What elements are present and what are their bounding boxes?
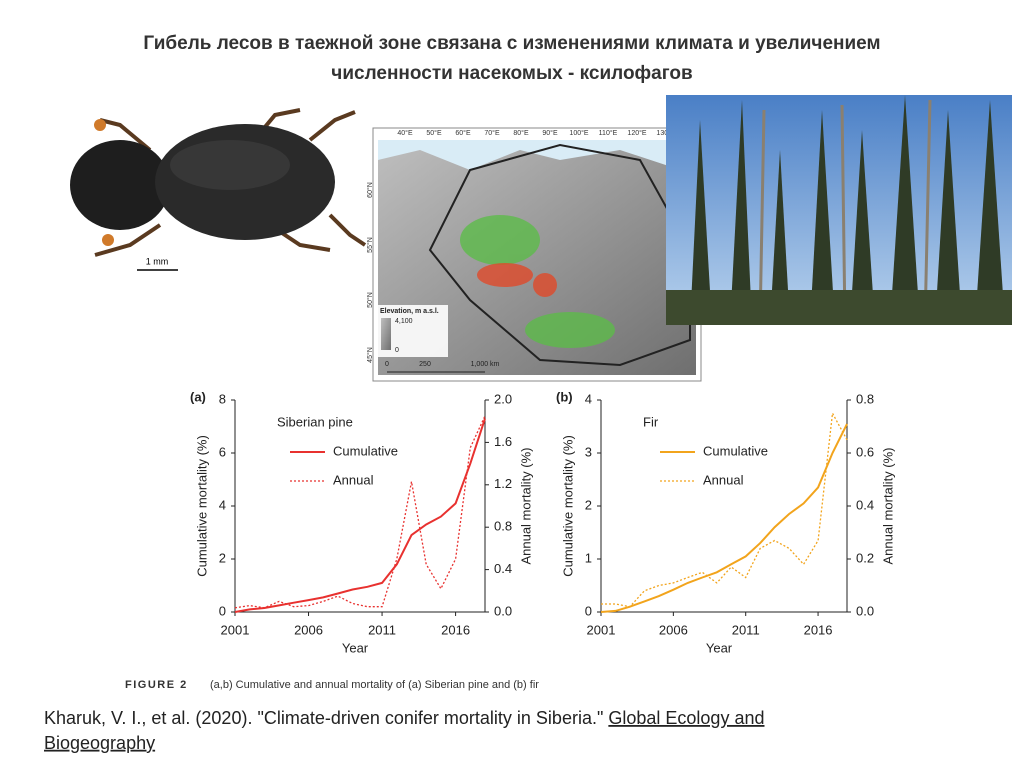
map-longitude: 100°E — [569, 129, 588, 137]
map-scale-label: 0 — [385, 361, 389, 368]
map-latitude: 60°N — [366, 182, 374, 198]
series-line — [601, 411, 848, 608]
map-image — [372, 127, 702, 382]
series-line — [600, 423, 848, 613]
y-tick-label: 8 — [219, 391, 226, 406]
y-tick-label: 3 — [585, 444, 592, 459]
citation: Kharuk, V. I., et al. (2020). "Climate-d… — [44, 708, 764, 728]
map-scale-label: 250 — [419, 361, 431, 368]
legend-label: Annual — [703, 472, 744, 487]
x-tick-label: 2011 — [732, 622, 760, 637]
panel-label: (a) — [190, 389, 206, 404]
y-tick-label: 4 — [219, 497, 226, 512]
legend-label: Cumulative — [703, 443, 768, 458]
beetle-image: 1 mm — [70, 108, 367, 271]
x-tick-label: 2016 — [441, 622, 470, 637]
y2-tick-label: 0.6 — [856, 444, 874, 459]
x-axis-label: Year — [342, 640, 369, 655]
map-longitude: 50°E — [426, 129, 442, 137]
citation-link[interactable]: Global Ecology and — [608, 708, 764, 728]
caption-label: FIGURE 2 — [125, 679, 188, 691]
x-tick-label: 2001 — [221, 622, 250, 637]
y2-tick-label: 0.8 — [494, 519, 512, 534]
y2-tick-label: 1.2 — [494, 476, 512, 491]
series-line — [234, 418, 486, 613]
map-longitude: 80°E — [513, 129, 529, 137]
map-legend-max: 4,100 — [395, 318, 413, 325]
map-legend-title: Elevation, m a.s.l. — [380, 308, 439, 315]
y2-tick-label: 0.2 — [856, 550, 874, 565]
x-tick-label: 2006 — [294, 622, 323, 637]
panel-label: (b) — [556, 389, 573, 404]
x-axis-label: Year — [706, 640, 733, 655]
y-tick-label: 0 — [585, 603, 592, 618]
y2-tick-label: 0.8 — [856, 391, 874, 406]
chart-subtitle: Fir — [643, 414, 659, 429]
y-axis-label: Cumulative mortality (%) — [194, 435, 209, 577]
title-line: численности насекомых - ксилофагов — [331, 63, 692, 84]
x-tick-label: 2011 — [368, 622, 396, 637]
x-tick-label: 2001 — [587, 622, 616, 637]
scale-label: 1 mm — [146, 256, 169, 266]
map-longitude: 110°E — [599, 129, 618, 137]
series-line — [234, 415, 486, 609]
caption-text: (a,b) Cumulative and annual mortality of… — [210, 679, 539, 691]
chart-subtitle: Siberian pine — [277, 414, 353, 429]
map-scale-label: 1,000 km — [471, 361, 500, 368]
y2-axis-label: Annual mortality (%) — [518, 447, 533, 564]
y2-tick-label: 0.4 — [494, 561, 512, 576]
y2-tick-label: 0.0 — [856, 603, 874, 618]
map-longitude: 120°E — [627, 129, 646, 137]
map-longitude: 90°E — [542, 129, 558, 137]
citation-link[interactable]: Biogeography — [44, 733, 155, 753]
legend-label: Cumulative — [333, 443, 398, 458]
map-latitude: 50°N — [366, 292, 374, 308]
y2-tick-label: 0.4 — [856, 497, 874, 512]
y-tick-label: 2 — [219, 550, 226, 565]
map-latitude: 45°N — [366, 347, 374, 363]
y-tick-label: 0 — [219, 603, 226, 618]
map-latitude: 55°N — [366, 237, 374, 253]
y2-axis-label: Annual mortality (%) — [880, 447, 895, 564]
title-line: Гибель лесов в таежной зоне связана с из… — [143, 33, 880, 54]
map-longitude: 60°E — [455, 129, 471, 137]
map-longitude: 70°E — [484, 129, 500, 137]
forest-image — [666, 95, 1012, 326]
citation-text: Kharuk, V. I., et al. (2020). "Climate-d… — [44, 708, 603, 728]
y2-tick-label: 0.0 — [494, 603, 512, 618]
y-tick-label: 2 — [585, 497, 592, 512]
x-tick-label: 2006 — [659, 622, 688, 637]
y-axis-label: Cumulative mortality (%) — [560, 435, 575, 577]
y-tick-label: 6 — [219, 444, 226, 459]
y2-tick-label: 1.6 — [494, 434, 512, 449]
map-legend-min: 0 — [395, 347, 399, 354]
x-tick-label: 2016 — [804, 622, 833, 637]
map-longitude: 40°E — [397, 129, 413, 137]
y-tick-label: 1 — [585, 550, 592, 565]
y-tick-label: 4 — [585, 391, 592, 406]
legend-label: Annual — [333, 472, 374, 487]
y2-tick-label: 2.0 — [494, 391, 512, 406]
